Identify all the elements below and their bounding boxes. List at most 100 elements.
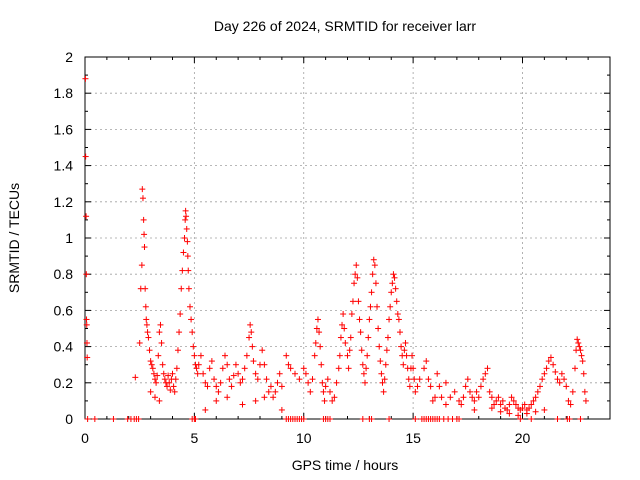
data-point (375, 325, 382, 332)
data-point (574, 336, 581, 343)
data-point (252, 370, 259, 377)
data-point (263, 376, 270, 383)
data-point (410, 365, 417, 372)
data-point (347, 334, 354, 341)
data-point (577, 347, 584, 354)
data-point (171, 388, 178, 395)
data-point (566, 416, 573, 422)
grid-lines (85, 57, 610, 419)
data-point (247, 321, 254, 328)
data-point (193, 365, 200, 372)
data-point (296, 376, 303, 383)
data-point (327, 388, 333, 395)
data-point (278, 383, 285, 390)
data-point (456, 416, 463, 422)
data-point (333, 379, 340, 386)
data-point (537, 383, 543, 390)
y-axis: 0 0.2 0.4 0.6 0.8 1 1.2 1.4 1.6 1.8 2 (54, 49, 610, 427)
y-tick-label: 1 (65, 230, 73, 246)
data-point (230, 372, 237, 379)
data-point (581, 388, 588, 395)
data-point (174, 347, 181, 354)
data-point (389, 280, 396, 287)
data-point (386, 316, 393, 323)
data-point (91, 416, 98, 422)
y-tick-label: 1.6 (54, 121, 74, 137)
data-point (172, 376, 179, 383)
data-point (184, 253, 191, 260)
data-point (202, 406, 209, 413)
y-tick-label: 0.2 (54, 375, 74, 391)
data-point (575, 339, 582, 346)
data-point (153, 379, 160, 386)
data-point (204, 383, 211, 390)
data-point (329, 397, 336, 404)
data-point (148, 361, 155, 368)
data-point (506, 401, 513, 408)
data-point (480, 376, 487, 383)
data-point (379, 379, 386, 386)
x-tick-label: 0 (81, 430, 89, 446)
data-point (82, 153, 89, 160)
x-tick-label: 10 (296, 430, 312, 446)
y-tick-label: 0.4 (54, 339, 74, 355)
data-point (237, 379, 244, 386)
data-point (464, 376, 471, 383)
data-point (486, 388, 493, 395)
data-point (155, 352, 162, 359)
data-point (336, 352, 343, 359)
data-point (471, 397, 478, 404)
data-point (510, 397, 517, 404)
data-point (471, 406, 478, 413)
data-point (278, 406, 285, 413)
data-point (132, 374, 139, 381)
data-point (188, 316, 195, 323)
data-point (142, 285, 149, 292)
data-point (167, 387, 174, 394)
data-point (322, 383, 329, 390)
data-point (482, 370, 489, 377)
data-point (519, 405, 526, 412)
data-point (395, 316, 402, 323)
data-point (197, 352, 204, 359)
data-point (488, 394, 495, 401)
data-point (432, 394, 438, 401)
data-point (82, 75, 89, 82)
data-point (577, 416, 584, 422)
x-tick-label: 15 (405, 430, 421, 446)
data-point (316, 329, 323, 336)
data-point (497, 401, 504, 408)
data-point (460, 394, 467, 401)
data-point (491, 401, 498, 408)
data-point (208, 358, 215, 365)
data-point (532, 394, 539, 401)
data-point (335, 365, 342, 372)
data-point (307, 388, 314, 395)
data-point (154, 372, 161, 379)
data-point (136, 339, 143, 346)
data-points (82, 75, 589, 422)
data-point (423, 358, 430, 365)
data-point (254, 376, 261, 383)
data-point (406, 383, 413, 390)
data-point (213, 383, 220, 390)
data-point (370, 256, 377, 263)
data-point (182, 216, 189, 223)
data-point (83, 316, 90, 323)
data-point (313, 325, 320, 332)
data-point (582, 397, 589, 404)
data-point (393, 298, 400, 305)
data-point (241, 365, 248, 372)
data-point (146, 347, 153, 354)
data-point (488, 405, 495, 412)
data-point (400, 361, 407, 368)
data-point (427, 383, 434, 390)
data-point (305, 379, 312, 386)
data-point (317, 343, 324, 350)
x-tick-label: 5 (190, 430, 198, 446)
data-point (84, 354, 91, 361)
data-point (156, 397, 163, 404)
data-point (398, 343, 405, 350)
data-point (458, 401, 465, 408)
data-point (250, 358, 257, 365)
